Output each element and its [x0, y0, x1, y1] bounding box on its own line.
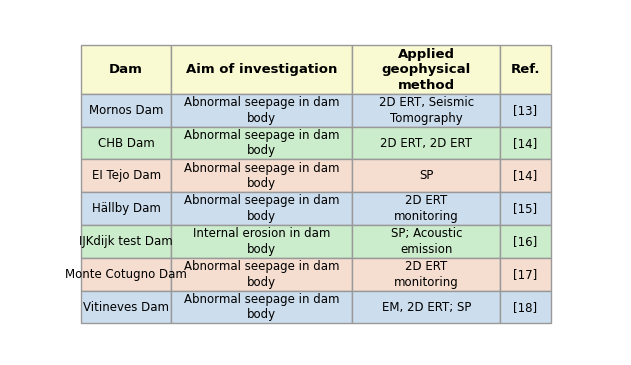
Text: Vitineves Dam: Vitineves Dam — [83, 300, 169, 314]
Text: Internal erosion in dam
body: Internal erosion in dam body — [193, 227, 331, 256]
Text: Abnormal seepage in dam
body: Abnormal seepage in dam body — [184, 96, 339, 124]
Text: 2D ERT
monitoring: 2D ERT monitoring — [394, 195, 459, 223]
Text: 2D ERT, 2D ERT: 2D ERT, 2D ERT — [380, 137, 472, 150]
Bar — [500, 291, 551, 323]
Text: Abnormal seepage in dam
body: Abnormal seepage in dam body — [184, 195, 339, 223]
Text: [15]: [15] — [514, 202, 538, 215]
Text: Mornos Dam: Mornos Dam — [89, 104, 163, 117]
Text: EM, 2D ERT; SP: EM, 2D ERT; SP — [382, 300, 471, 314]
Text: Abnormal seepage in dam
body: Abnormal seepage in dam body — [184, 260, 339, 288]
Bar — [171, 127, 353, 160]
Text: SP: SP — [419, 169, 433, 182]
Bar — [81, 160, 171, 192]
Text: Dam: Dam — [109, 63, 143, 76]
Bar — [500, 160, 551, 192]
Bar — [81, 192, 171, 225]
Bar — [171, 160, 353, 192]
Text: Aim of investigation: Aim of investigation — [186, 63, 338, 76]
Bar — [81, 291, 171, 323]
Bar — [500, 94, 551, 127]
Text: Abnormal seepage in dam
body: Abnormal seepage in dam body — [184, 293, 339, 321]
Bar — [171, 225, 353, 258]
Bar — [500, 225, 551, 258]
Bar — [353, 94, 500, 127]
Bar — [171, 291, 353, 323]
Bar — [81, 225, 171, 258]
Text: 2D ERT, Seismic
Tomography: 2D ERT, Seismic Tomography — [379, 96, 474, 124]
Bar — [353, 160, 500, 192]
Text: EI Tejo Dam: EI Tejo Dam — [91, 169, 161, 182]
Text: Abnormal seepage in dam
body: Abnormal seepage in dam body — [184, 129, 339, 157]
Bar — [500, 258, 551, 291]
Text: [17]: [17] — [514, 268, 538, 281]
Bar — [353, 45, 500, 94]
Text: Monte Cotugno Dam: Monte Cotugno Dam — [65, 268, 187, 281]
Text: [14]: [14] — [514, 169, 538, 182]
Bar — [353, 291, 500, 323]
Bar — [81, 127, 171, 160]
Bar — [353, 192, 500, 225]
Text: [16]: [16] — [514, 235, 538, 248]
Bar — [81, 45, 171, 94]
Text: CHB Dam: CHB Dam — [98, 137, 155, 150]
Bar — [500, 192, 551, 225]
Text: Applied
geophysical
method: Applied geophysical method — [382, 47, 471, 92]
Text: 2D ERT
monitoring: 2D ERT monitoring — [394, 260, 459, 288]
Bar — [353, 258, 500, 291]
Text: [14]: [14] — [514, 137, 538, 150]
Bar — [171, 94, 353, 127]
Bar — [171, 192, 353, 225]
Bar — [353, 225, 500, 258]
Bar — [171, 258, 353, 291]
Bar — [81, 94, 171, 127]
Bar — [81, 258, 171, 291]
Text: Abnormal seepage in dam
body: Abnormal seepage in dam body — [184, 162, 339, 190]
Text: SP; Acoustic
emission: SP; Acoustic emission — [391, 227, 462, 256]
Bar — [500, 45, 551, 94]
Text: [13]: [13] — [514, 104, 538, 117]
Text: IJKdijk test Dam: IJKdijk test Dam — [80, 235, 173, 248]
Bar — [353, 127, 500, 160]
Text: Ref.: Ref. — [510, 63, 540, 76]
Bar — [500, 127, 551, 160]
Bar — [171, 45, 353, 94]
Text: [18]: [18] — [514, 300, 538, 314]
Text: Hällby Dam: Hällby Dam — [91, 202, 160, 215]
